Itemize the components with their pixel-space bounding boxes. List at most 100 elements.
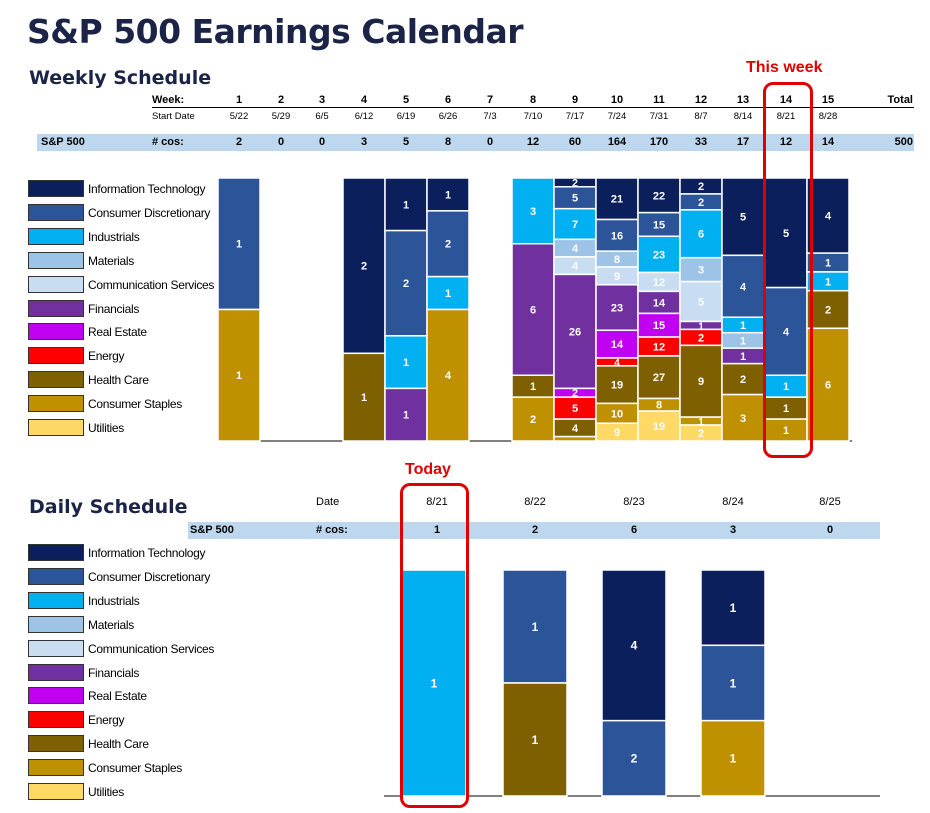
week-start-date: 7/17 — [565, 111, 585, 122]
legend-swatch — [28, 347, 84, 365]
week-count: 0 — [486, 136, 494, 148]
legend-swatch — [28, 323, 84, 341]
week-number: 5 — [402, 94, 410, 106]
bar-segment-label: 1 — [403, 410, 409, 422]
bar-segment-label: 4 — [572, 243, 579, 255]
day-date: 8/23 — [623, 496, 645, 508]
legend-item: Financials — [28, 663, 228, 682]
legend-label: Consumer Discretionary — [88, 569, 211, 584]
bar-segment — [426, 308, 470, 442]
legend-item: Communication Services — [28, 639, 228, 658]
week-number: 12 — [694, 94, 708, 106]
week-number: 10 — [610, 94, 624, 106]
legend-label: Health Care — [88, 373, 149, 388]
legend-label: Industrials — [88, 593, 140, 608]
this-week-callout: This week — [746, 59, 823, 76]
legend-swatch — [28, 544, 84, 561]
bar-segment — [401, 569, 467, 797]
bar-segment — [511, 177, 555, 245]
week-count: 0 — [277, 136, 285, 148]
bar-segment-label: 1 — [532, 733, 539, 747]
bar-segment — [601, 569, 667, 722]
legend-swatch — [28, 687, 84, 705]
week-number: 13 — [736, 94, 750, 106]
bar-segment — [700, 569, 766, 647]
week-number: 7 — [486, 94, 494, 106]
bar-segment-label: 19 — [611, 380, 623, 392]
bar-segment — [700, 644, 766, 722]
bar-segment-label: 23 — [611, 302, 623, 314]
bar-segment — [502, 569, 568, 684]
bar-segment — [806, 289, 850, 330]
bar-segment-label: 12 — [653, 341, 665, 353]
daily-count-band — [188, 522, 880, 539]
legend-item: Utilities — [28, 419, 228, 437]
bar-segment-label: 12 — [653, 277, 665, 289]
legend-label: Real Estate — [88, 689, 147, 704]
bar-segment-label: 7 — [572, 219, 578, 231]
week-number: 11 — [653, 94, 665, 106]
daily-date-label: Date — [316, 496, 340, 508]
bar-segment — [637, 410, 681, 442]
bar-segment-label: 1 — [698, 417, 704, 428]
week-start-date: 6/26 — [438, 111, 458, 122]
legend-label: Energy — [88, 713, 125, 728]
week-number: 2 — [277, 94, 285, 106]
legend-item: Information Technology — [28, 544, 228, 562]
bar-segment-label: 2 — [698, 428, 704, 440]
week-number: 3 — [318, 94, 326, 106]
week-count: 164 — [607, 136, 627, 148]
bar-segment-label: 1 — [361, 392, 367, 404]
legend-item: Utilities — [28, 783, 228, 801]
legend-swatch — [28, 299, 84, 317]
bar-segment-label: 1 — [730, 676, 737, 690]
bar-segment-label: 3 — [530, 206, 536, 218]
legend-label: Consumer Staples — [88, 761, 182, 776]
bar-segment-label: 6 — [698, 229, 704, 241]
weekly-cos-label: # cos: — [152, 136, 184, 148]
week-start-date: 7/10 — [523, 111, 543, 122]
bar-segment-label: 16 — [611, 230, 623, 242]
bar-segment-label: 19 — [653, 421, 665, 433]
day-date: 8/21 — [426, 496, 448, 508]
bar-segment-label: 4 — [614, 358, 620, 369]
week-count: 12 — [526, 136, 540, 148]
bar-segment-label: 27 — [653, 372, 665, 384]
week-start-date: 8/14 — [733, 111, 753, 122]
bar-segment — [217, 308, 261, 442]
week-number: 14 — [779, 94, 793, 106]
week-count: 5 — [402, 136, 410, 148]
bar-segment-label: 1 — [236, 239, 242, 251]
weekly-heading: Weekly Schedule — [29, 67, 212, 89]
bar-segment — [721, 362, 765, 396]
day-date: 8/25 — [819, 496, 841, 508]
today-highlight — [400, 483, 469, 808]
bar-segment-label: 1 — [431, 676, 438, 690]
legend-item: Communication Services — [28, 275, 228, 294]
legend-label: Industrials — [88, 229, 140, 244]
bar-segment-label: 14 — [653, 297, 666, 309]
header-rule — [152, 107, 914, 108]
legend-label: Real Estate — [88, 325, 147, 340]
legend-swatch — [28, 180, 84, 197]
legend-swatch — [28, 759, 84, 777]
bar-segment — [384, 177, 428, 232]
week-start-date: 5/29 — [271, 111, 291, 122]
legend-label: Financials — [88, 301, 140, 316]
bar-segment — [511, 396, 555, 442]
bar-segment-label: 2 — [631, 752, 638, 766]
bar-segment-label: 14 — [611, 339, 624, 351]
legend-swatch — [28, 711, 84, 729]
bar-segment-label: 26 — [569, 326, 581, 338]
legend-swatch — [28, 567, 84, 585]
bar-segment-label: 15 — [653, 219, 665, 231]
bar-segment-label: 2 — [403, 278, 409, 290]
bar-segment-label: 2 — [572, 388, 578, 400]
page-title: S&P 500 Earnings Calendar — [27, 12, 524, 51]
week-start-date: 6/12 — [354, 111, 374, 122]
legend-label: Health Care — [88, 737, 149, 752]
bar-segment — [595, 284, 639, 332]
week-start-date: 6/19 — [396, 111, 416, 122]
week-start-date: 8/7 — [694, 111, 708, 122]
bar-segment — [700, 719, 766, 797]
